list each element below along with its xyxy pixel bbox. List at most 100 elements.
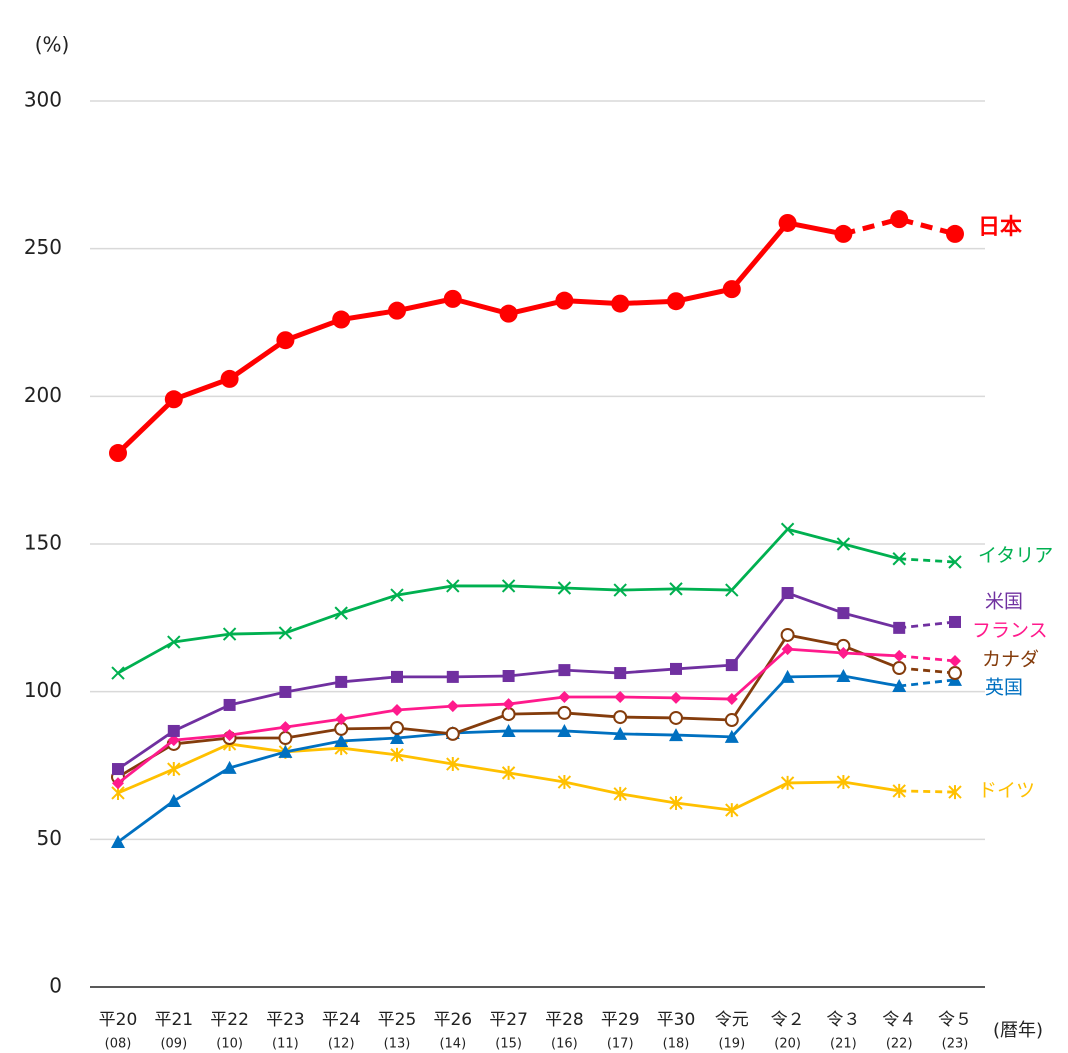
x-tick-sublabel: (12) [328,1037,355,1052]
marker [669,710,683,725]
marker [502,670,515,683]
marker [279,685,292,698]
marker [557,723,572,737]
y-tick-label: 0 [49,974,62,998]
marker [390,588,404,602]
marker [949,654,961,667]
marker [724,713,739,728]
legend-label: 米国 [985,591,1023,613]
marker [391,703,403,716]
marker [670,691,682,704]
marker [614,667,627,680]
marker [837,607,850,620]
marker [836,775,851,790]
marker [892,679,907,693]
x-tick-label: 令４ [882,1010,916,1030]
x-tick-label: 平21 [154,1010,193,1030]
marker [892,661,907,676]
marker [335,713,348,726]
marker [837,646,850,659]
marker [111,666,125,680]
x-tick-label: 平29 [601,1010,640,1030]
marker [836,669,851,683]
y-tick-label: 200 [24,383,62,407]
marker [167,734,180,747]
x-tick-sublabel: (21) [830,1037,857,1052]
marker [278,731,293,746]
marker [725,583,739,597]
marker [446,670,459,683]
marker [220,369,239,388]
series: フランス [112,620,1048,790]
marker [557,705,572,720]
marker [223,698,236,711]
series: 米国 [112,587,1023,776]
line-dashed [899,678,956,688]
marker [614,690,627,703]
marker [778,213,797,232]
marker [613,786,627,801]
x-tick-sublabel: (18) [663,1037,690,1052]
legend-label: ドイツ [978,780,1035,802]
x-tick-label: 平23 [266,1010,305,1030]
marker [669,582,683,596]
line-dashed [899,620,956,630]
marker [890,210,909,229]
line-dashed [899,789,956,794]
marker [948,666,962,681]
y-tick-label: 100 [24,678,62,702]
x-tick-sublabel: (09) [160,1037,187,1052]
marker [112,777,124,790]
series: イタリア [111,522,1053,680]
legend-label: 英国 [985,677,1023,699]
y-unit: (%) [35,33,70,57]
marker [446,700,459,713]
marker [725,659,738,672]
marker [278,626,293,640]
x-tick-label: 平24 [322,1010,361,1030]
marker [613,583,627,597]
marker [499,304,518,323]
marker [893,649,906,662]
marker [164,390,183,409]
legend-label: イタリア [978,545,1053,567]
marker [501,579,516,593]
marker [502,698,515,711]
marker [222,760,237,774]
y-tick-label: 250 [24,235,62,259]
marker [780,669,795,683]
line-dashed [899,557,956,564]
series: 日本 [109,210,1022,463]
series: 英国 [111,669,1023,848]
marker [166,793,181,807]
marker [335,675,348,688]
x-tick-label: 平30 [657,1010,696,1030]
marker [167,635,181,649]
marker [223,729,236,742]
marker [390,747,404,762]
marker [893,621,906,634]
series: ドイツ [111,736,1035,818]
marker [276,331,295,350]
y-tick-label: 150 [24,531,62,555]
marker [780,522,795,536]
marker [948,785,962,800]
x-tick-sublabel: (16) [551,1037,578,1052]
y-tick-label: 300 [24,88,62,112]
marker [279,721,292,734]
line [116,220,844,455]
marker [446,579,460,593]
marker [557,581,572,595]
marker [725,803,739,818]
marker [948,555,962,569]
marker [555,291,574,310]
x-tick-label: 令５ [938,1010,972,1030]
x-tick-sublabel: (10) [216,1037,243,1052]
marker [781,643,794,656]
marker [334,606,348,620]
marker [445,726,460,741]
marker [892,783,906,798]
marker [388,301,406,320]
x-tick-sublabel: (11) [272,1037,299,1052]
